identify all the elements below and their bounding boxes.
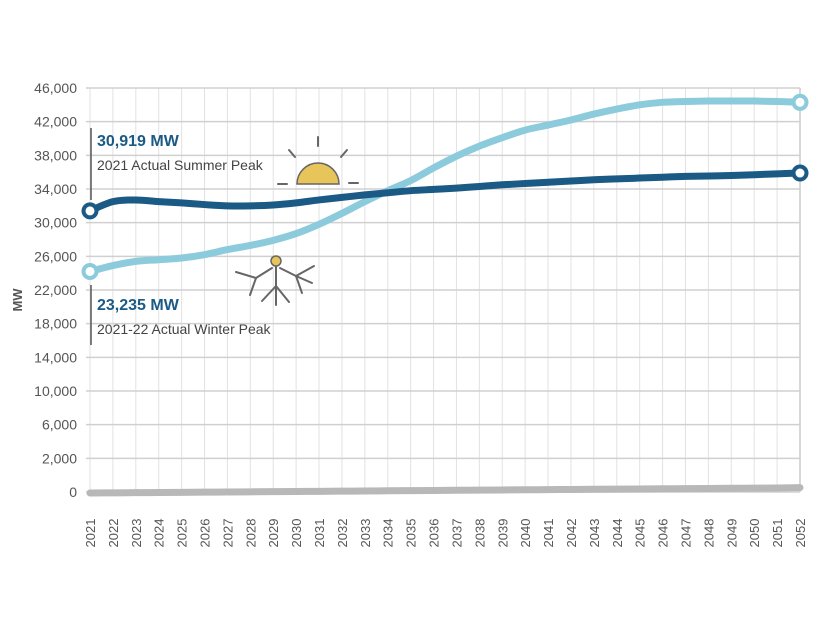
- x-tick-label: 2033: [358, 519, 373, 548]
- x-tick-label: 2034: [381, 519, 396, 548]
- y-tick-label: 14,000: [34, 349, 77, 365]
- x-tick-label: 2051: [770, 519, 785, 548]
- x-tick-label: 2052: [793, 519, 808, 548]
- x-tick-label: 2026: [198, 519, 213, 548]
- winter-peak-label: 2021-22 Actual Winter Peak: [97, 321, 272, 337]
- x-tick-label: 2032: [335, 519, 350, 548]
- summer-peak-label: 2021 Actual Summer Peak: [97, 157, 264, 173]
- x-tick-label: 2047: [678, 519, 693, 548]
- series-group: [81, 93, 809, 497]
- x-tick-label: 2049: [724, 519, 739, 548]
- y-tick-label: 42,000: [34, 114, 77, 130]
- x-tick-label: 2044: [610, 519, 625, 548]
- y-tick-label: 10,000: [34, 383, 77, 399]
- x-tick-label: 2028: [243, 519, 258, 548]
- series-endpoint-marker: [791, 164, 809, 182]
- x-tick-label: 2043: [587, 519, 602, 548]
- x-tick-label: 2037: [449, 519, 464, 548]
- y-axis: 0 2,000 6,000 10,000 14,000 18,000 22,000 26,00…: [34, 80, 77, 500]
- y-tick-label: 6,000: [42, 417, 77, 433]
- x-tick-label: 2048: [701, 519, 716, 548]
- x-tick-label: 2027: [220, 519, 235, 548]
- x-tick-label: 2030: [289, 519, 304, 548]
- x-tick-label: 2042: [564, 519, 579, 548]
- x-tick-label: 2036: [427, 519, 442, 548]
- series-line-0: [86, 169, 804, 215]
- x-tick-label: 2035: [404, 519, 419, 548]
- x-tick-label: 2045: [633, 519, 648, 548]
- x-tick-label: 2029: [266, 519, 281, 548]
- summer-peak-value: 30,919 MW: [97, 133, 180, 150]
- x-tick-label: 2040: [518, 519, 533, 548]
- series-endpoint-marker: [81, 202, 99, 220]
- x-tick-label: 2041: [541, 519, 556, 548]
- series-endpoint-marker: [81, 262, 99, 280]
- x-tick-label: 2021: [83, 519, 98, 548]
- x-tick-label: 2039: [495, 519, 510, 548]
- y-tick-label: 22,000: [34, 282, 77, 298]
- x-tick-label: 2023: [129, 519, 144, 548]
- series-endpoint-marker: [791, 93, 809, 111]
- snowflake-icon: [235, 255, 315, 306]
- series-line-2: [86, 484, 804, 497]
- y-tick-label: 38,000: [34, 147, 77, 163]
- x-tick-label: 2022: [106, 519, 121, 548]
- x-tick-label: 2024: [152, 519, 167, 548]
- series-line-1: [86, 97, 804, 275]
- y-tick-label: 18,000: [34, 316, 77, 332]
- y-axis-label: MW: [10, 288, 25, 312]
- y-tick-label: 0: [69, 484, 77, 500]
- y-tick-label: 46,000: [34, 80, 77, 96]
- winter-peak-value: 23,235 MW: [97, 297, 180, 314]
- y-tick-label: 34,000: [34, 181, 77, 197]
- x-tick-label: 2050: [747, 519, 762, 548]
- x-tick-label: 2025: [175, 519, 190, 548]
- grid: [86, 87, 801, 493]
- x-tick-label: 2046: [656, 519, 671, 548]
- x-tick-label: 2038: [472, 519, 487, 548]
- sun-icon: [277, 136, 359, 185]
- x-axis: 2021 2022 2023 2024 2025 2026 2027 2028 2029 2030…: [83, 519, 808, 548]
- y-tick-label: 2,000: [42, 450, 77, 466]
- y-tick-label: 26,000: [34, 248, 77, 264]
- x-tick-label: 2031: [312, 519, 327, 548]
- y-tick-label: 30,000: [34, 215, 77, 231]
